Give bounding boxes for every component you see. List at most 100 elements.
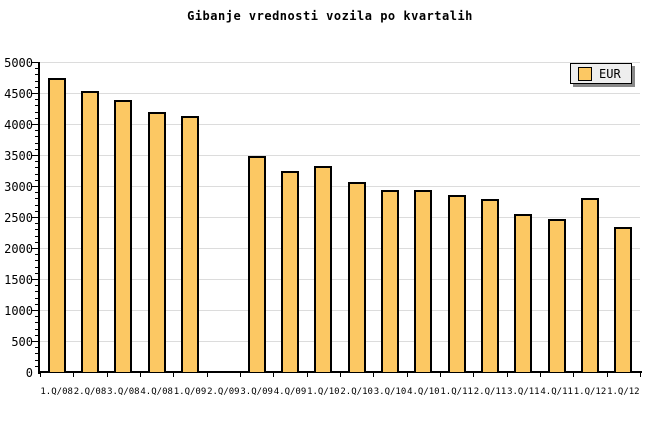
x-tick — [340, 373, 341, 377]
gridline — [40, 310, 640, 311]
y-minor-tick — [35, 291, 38, 293]
x-tick — [640, 373, 641, 377]
y-minor-tick — [35, 328, 38, 330]
y-axis-label: 3500 — [4, 149, 33, 163]
x-axis-label: 2.Q/09 — [207, 387, 240, 397]
y-minor-tick — [35, 130, 38, 132]
gridline — [40, 155, 640, 156]
gridline — [40, 248, 640, 249]
y-axis — [38, 62, 40, 374]
y-minor-tick — [35, 204, 38, 206]
y-minor-tick — [35, 148, 38, 150]
x-axis-label: 1.Q/12 — [607, 387, 640, 397]
x-axis-label: 1.Q/12 — [573, 387, 607, 397]
gridline — [40, 341, 640, 342]
bar — [381, 190, 399, 372]
bar — [314, 166, 333, 372]
bar — [481, 199, 499, 372]
y-minor-tick — [35, 111, 38, 113]
gridline — [40, 124, 640, 125]
y-minor-tick — [35, 235, 38, 237]
legend-box: EUR — [570, 63, 632, 84]
y-minor-tick — [35, 303, 38, 305]
y-minor-tick — [35, 198, 38, 200]
x-axis-label: 3.Q/11 — [507, 387, 540, 397]
x-tick — [573, 373, 575, 377]
y-minor-tick — [35, 136, 38, 138]
y-axis-label: 2500 — [4, 211, 33, 225]
x-tick — [73, 373, 75, 377]
y-minor-tick — [35, 167, 38, 169]
bar — [581, 198, 599, 372]
y-minor-tick — [35, 359, 38, 361]
x-tick — [140, 373, 141, 377]
x-axis-label: 1.Q/09 — [173, 387, 207, 397]
x-tick — [40, 373, 41, 377]
y-minor-tick — [35, 266, 38, 268]
x-axis-label: 3.Q/08 — [107, 387, 140, 397]
y-axis-label: 2000 — [4, 242, 33, 256]
y-minor-tick — [35, 179, 38, 181]
y-minor-tick — [35, 80, 38, 82]
x-tick — [440, 373, 441, 377]
y-major-tick — [32, 217, 38, 218]
y-major-tick — [32, 155, 38, 156]
x-axis-label: 2.Q/10 — [340, 387, 373, 397]
x-tick — [506, 373, 508, 377]
legend-swatch-icon — [578, 66, 592, 81]
x-tick — [473, 373, 475, 377]
gridline — [40, 62, 640, 63]
y-minor-tick — [35, 322, 38, 324]
y-major-tick — [32, 279, 38, 280]
x-axis-label: 4.Q/11 — [540, 387, 573, 397]
chart-title: Gibanje vrednosti vozila po kvartalih — [187, 9, 473, 23]
bar — [247, 155, 266, 372]
y-minor-tick — [35, 285, 38, 287]
y-minor-tick — [35, 260, 38, 262]
y-major-tick — [32, 310, 38, 311]
x-tick — [373, 373, 375, 377]
y-axis-label: 4500 — [4, 87, 33, 101]
y-axis-label: 4000 — [4, 118, 33, 132]
y-minor-tick — [35, 105, 38, 107]
bar — [181, 115, 199, 372]
y-minor-tick — [35, 86, 38, 88]
y-minor-tick — [35, 192, 38, 194]
y-axis-label: 0 — [25, 366, 33, 380]
bar — [281, 170, 299, 372]
bar — [47, 77, 66, 372]
bar — [147, 111, 166, 372]
x-tick — [173, 373, 175, 377]
y-minor-tick — [35, 254, 38, 256]
y-major-tick — [32, 124, 38, 125]
y-minor-tick — [35, 297, 38, 299]
y-major-tick — [32, 93, 38, 94]
y-minor-tick — [35, 334, 38, 336]
y-minor-tick — [35, 74, 38, 76]
x-axis-label: 4.Q/10 — [407, 387, 440, 397]
y-minor-tick — [35, 347, 38, 349]
y-major-tick — [32, 341, 38, 342]
y-minor-tick — [35, 223, 38, 225]
bar — [447, 195, 466, 372]
x-axis-label: 1.Q/11 — [440, 387, 473, 397]
x-tick — [540, 373, 541, 377]
y-minor-tick — [35, 99, 38, 101]
y-major-tick — [32, 248, 38, 249]
x-axis-label: 2.Q/11 — [473, 387, 507, 397]
x-axis — [38, 371, 642, 373]
y-major-tick — [32, 186, 38, 187]
bar — [514, 213, 533, 372]
y-minor-tick — [35, 241, 38, 243]
y-minor-tick — [35, 210, 38, 212]
x-axis-label: 4.Q/09 — [273, 387, 307, 397]
gridline — [40, 93, 640, 94]
x-tick — [240, 373, 241, 377]
y-axis-label: 1000 — [4, 304, 33, 318]
y-axis-label: 3000 — [4, 180, 33, 194]
y-axis-label: 500 — [11, 335, 33, 349]
y-minor-tick — [35, 365, 38, 367]
x-tick — [406, 373, 408, 377]
y-minor-tick — [35, 142, 38, 144]
